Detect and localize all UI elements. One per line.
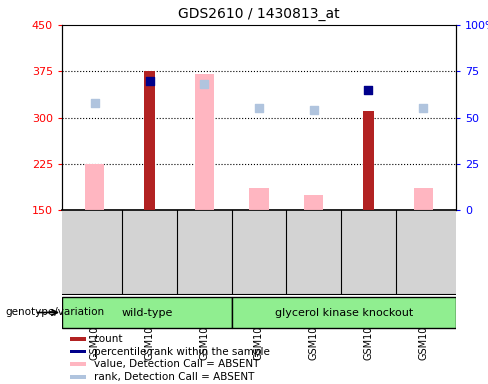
Point (419, 105, 427, 111)
FancyBboxPatch shape (62, 297, 232, 328)
Point (201, 81, 208, 87)
Bar (70, 349, 85, 354)
Text: count: count (94, 334, 123, 344)
Point (255, 105, 263, 111)
Point (145, 78, 153, 84)
Bar (304, 195, 323, 210)
Text: wild-type: wild-type (121, 308, 172, 318)
Bar (70, 337, 85, 341)
Text: percentile rank within the sample: percentile rank within the sample (94, 346, 269, 357)
Point (365, 87, 372, 93)
Bar (144, 71, 155, 210)
Bar (363, 111, 374, 210)
Text: value, Detection Call = ABSENT: value, Detection Call = ABSENT (94, 359, 259, 369)
FancyBboxPatch shape (232, 297, 456, 328)
Text: glycerol kinase knockout: glycerol kinase knockout (275, 308, 413, 318)
Bar (70, 375, 85, 379)
Point (310, 107, 318, 113)
Text: rank, Detection Call = ABSENT: rank, Detection Call = ABSENT (94, 372, 254, 382)
Bar (85, 164, 104, 210)
Text: genotype/variation: genotype/variation (5, 307, 104, 317)
Bar (249, 189, 268, 210)
Bar (70, 362, 85, 366)
Bar (195, 74, 214, 210)
Title: GDS2610 / 1430813_at: GDS2610 / 1430813_at (178, 7, 340, 21)
Point (91, 99, 99, 106)
Bar (414, 189, 433, 210)
